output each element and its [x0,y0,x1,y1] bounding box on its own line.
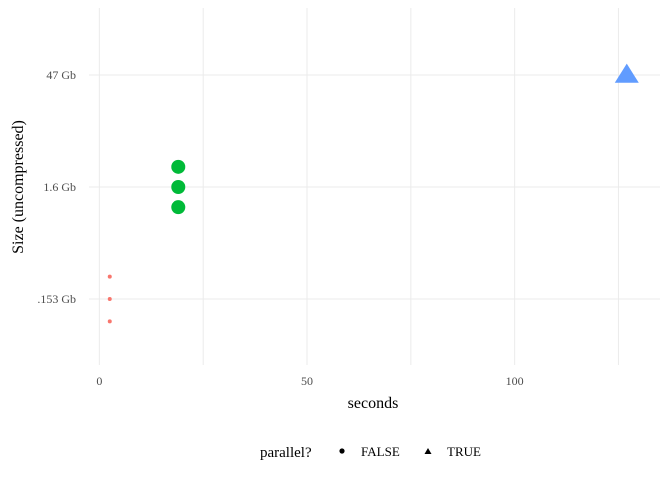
data-point-circle [171,200,185,214]
y-tick-labels: .153 Gb 1.6 Gb 47 Gb [37,68,76,306]
legend: parallel? FALSE TRUE [260,444,481,461]
x-axis-title: seconds [348,395,399,412]
data-point-circle [108,319,112,323]
data-point-circle [108,275,112,279]
data-point-circle [108,297,112,301]
data-point-circle [171,160,185,174]
legend-label-true: TRUE [447,444,481,459]
x-tick-labels: 0 50 100 [96,374,523,388]
y-axis-title: Size (uncompressed) [10,120,27,254]
data-points [108,64,639,324]
legend-key-true [425,448,432,454]
data-point-circle [171,180,185,194]
y-tick-label: .153 Gb [37,292,76,306]
x-tick-label: 50 [301,374,313,388]
y-tick-label: 47 Gb [46,68,76,82]
y-tick-label: 1.6 Gb [43,180,76,194]
legend-title: parallel? [260,445,312,461]
legend-label-false: FALSE [361,444,400,459]
x-tick-label: 100 [506,374,524,388]
x-tick-label: 0 [96,374,102,388]
legend-key-false [339,448,344,453]
